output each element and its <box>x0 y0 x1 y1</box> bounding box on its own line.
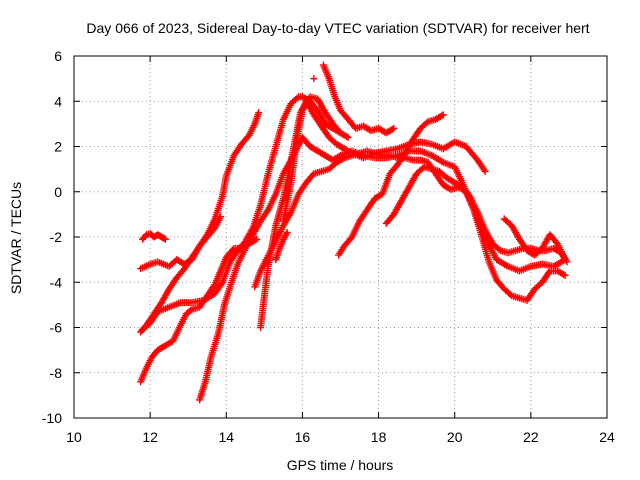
data-point <box>161 235 169 243</box>
y-tick-labels: -10 -8 -6 -4 -2 0 2 4 6 <box>42 48 62 426</box>
data-point <box>339 155 347 163</box>
x-tick-label: 24 <box>599 429 615 445</box>
x-tick-label: 14 <box>218 429 234 445</box>
y-tick-label: -6 <box>50 320 63 336</box>
x-tick-label: 20 <box>447 429 463 445</box>
data-point <box>439 111 447 119</box>
data-point <box>253 235 261 243</box>
data-point <box>263 207 271 215</box>
x-tick-label: 16 <box>295 429 311 445</box>
x-axis-label: GPS time / hours <box>287 457 394 473</box>
y-tick-label: -4 <box>50 274 63 290</box>
data-point <box>283 228 291 236</box>
data-series <box>500 215 569 264</box>
data-series <box>319 61 398 137</box>
data-point <box>229 246 237 254</box>
chart-title: Day 066 of 2023, Sidereal Day-to-day VTE… <box>86 20 589 36</box>
data-point <box>561 271 569 279</box>
data-series <box>272 228 291 264</box>
data-point <box>210 282 218 290</box>
data-point <box>343 133 351 141</box>
y-tick-label: 2 <box>54 139 62 155</box>
data-point <box>480 166 488 174</box>
y-tick-label: 4 <box>54 93 62 109</box>
data-series <box>310 75 318 83</box>
data-series <box>139 230 169 243</box>
data-point <box>388 125 396 133</box>
data-point <box>217 280 225 288</box>
y-tick-label: -10 <box>42 410 62 426</box>
data-point <box>502 261 510 269</box>
y-tick-label: -8 <box>50 365 63 381</box>
x-tick-labels: 10 12 14 16 18 20 22 24 <box>66 429 615 445</box>
data-series <box>335 111 447 259</box>
data-point <box>344 133 352 141</box>
data-point <box>310 75 318 83</box>
data-point <box>438 112 446 120</box>
x-tick-label: 18 <box>371 429 387 445</box>
y-tick-label: -2 <box>50 229 63 245</box>
data-point <box>160 235 168 243</box>
data-point <box>438 157 446 165</box>
axis-ticks <box>73 55 608 419</box>
x-tick-label: 22 <box>523 429 539 445</box>
data-point <box>293 94 301 102</box>
data-point <box>217 213 225 221</box>
x-tick-label: 12 <box>142 429 158 445</box>
y-tick-label: 0 <box>54 184 62 200</box>
x-tick-label: 10 <box>66 429 82 445</box>
data-point <box>561 256 569 264</box>
data-point <box>560 271 568 279</box>
data-point <box>390 124 398 132</box>
data-point <box>255 109 263 117</box>
y-axis-label: SDTVAR / TECUs <box>8 182 24 294</box>
data-series <box>279 93 352 225</box>
y-tick-label: 6 <box>54 48 62 64</box>
data-point <box>481 167 489 175</box>
data-points <box>137 61 571 404</box>
